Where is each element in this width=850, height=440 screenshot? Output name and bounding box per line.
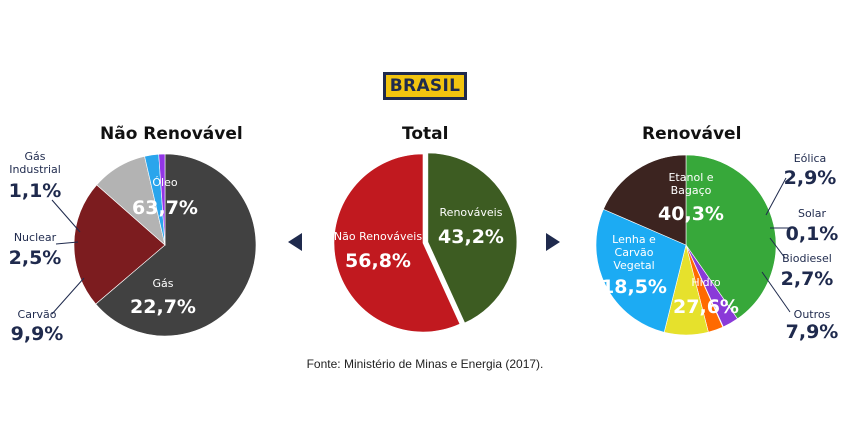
label-lenha-value: 18,5% — [601, 276, 667, 298]
label-renovaveis-name: Renováveis — [440, 206, 503, 219]
label-hidro-value: 27,6% — [673, 296, 739, 318]
arrow-right-icon — [546, 233, 560, 251]
label-biodiesel-name: Biodiesel — [782, 252, 832, 265]
label-hidro-name: Hidro — [691, 276, 721, 289]
brasil-badge: BRASIL — [383, 72, 467, 100]
pie-renovavel — [595, 154, 777, 336]
leader-eolica — [765, 177, 787, 216]
slice-oleo — [95, 153, 257, 337]
label-carvao-name: Carvão — [18, 308, 57, 321]
title-total: Total — [402, 124, 449, 144]
label-gas-industrial-name-2: Industrial — [9, 163, 61, 176]
slice-etanol-e-bagaco — [685, 154, 777, 320]
label-biodiesel-value: 2,7% — [781, 268, 834, 290]
leader-outros — [761, 271, 791, 313]
label-etanol-name-1: Etanol e — [668, 171, 713, 184]
slice-renovaveis — [427, 152, 518, 324]
label-solar-name: Solar — [798, 207, 827, 220]
label-nao-renovaveis-name: Não Renováveis — [334, 230, 422, 243]
label-carvao-value: 9,9% — [11, 323, 64, 345]
label-outros-value: 7,9% — [786, 321, 839, 343]
source-note: Fonte: Ministério de Minas e Energia (20… — [306, 357, 544, 371]
label-etanol-name-2: Bagaço — [671, 184, 712, 197]
label-gas-industrial-value: 1,1% — [9, 180, 62, 202]
label-lenha-name-3: Vegetal — [613, 259, 654, 272]
pie-nao-renovavel — [73, 153, 257, 337]
slice-hidro — [595, 208, 687, 333]
arrow-left-icon — [288, 233, 302, 251]
label-etanol-value: 40,3% — [658, 203, 724, 225]
label-nuclear-name: Nuclear — [14, 231, 57, 244]
leader-carvao — [51, 277, 85, 315]
label-lenha-name-2: Carvão — [615, 246, 654, 259]
title-nao-renovavel: Não Renovável — [100, 124, 243, 144]
slice-gas-industrial — [158, 153, 166, 246]
label-nuclear-value: 2,5% — [9, 247, 62, 269]
slice-gas — [73, 184, 166, 305]
leader-nuclear — [55, 241, 79, 245]
label-gas-value: 22,7% — [130, 296, 196, 318]
brasil-badge-label: BRASIL — [389, 76, 461, 96]
label-eolica-value: 2,9% — [784, 167, 837, 189]
label-nao-renovaveis-value: 56,8% — [345, 250, 411, 272]
label-renovaveis-value: 43,2% — [438, 226, 504, 248]
leader-gas-industrial — [51, 199, 81, 233]
label-solar-value: 0,1% — [786, 223, 839, 245]
label-eolica-name: Eólica — [794, 152, 827, 165]
label-gas-industrial-name-1: Gás — [25, 150, 46, 163]
slice-lenha-e-carvao-vegetal — [603, 154, 687, 246]
leader-biodiesel — [769, 237, 786, 259]
label-oleo-name: Óleo — [152, 176, 177, 189]
title-renovavel: Renovável — [642, 124, 742, 144]
pie-total — [333, 152, 518, 333]
label-lenha-name-1: Lenha e — [612, 233, 656, 246]
label-oleo-value: 63,7% — [132, 197, 198, 219]
label-gas-name: Gás — [153, 277, 174, 290]
label-outros-name: Outros — [794, 308, 831, 321]
slice-nao-renovaveis — [333, 153, 461, 333]
